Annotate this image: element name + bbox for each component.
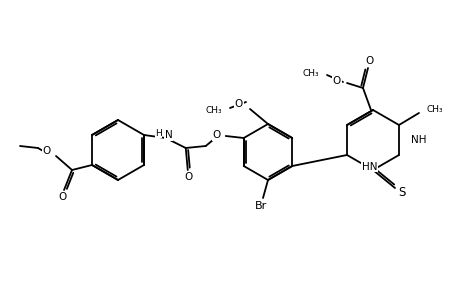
Text: O: O — [365, 56, 373, 66]
Text: O: O — [212, 130, 220, 140]
Text: O: O — [184, 172, 192, 182]
Text: N: N — [164, 130, 172, 140]
Text: O: O — [43, 146, 51, 156]
Text: NH: NH — [410, 135, 425, 145]
Text: HN: HN — [361, 161, 377, 172]
Text: CH₃: CH₃ — [205, 106, 222, 115]
Text: O: O — [234, 99, 242, 109]
Text: CH₃: CH₃ — [302, 68, 318, 77]
Text: H: H — [155, 128, 162, 137]
Text: Br: Br — [254, 201, 267, 211]
Text: S: S — [397, 187, 405, 200]
Text: CH₃: CH₃ — [426, 104, 442, 113]
Text: O: O — [332, 76, 340, 86]
Text: O: O — [58, 192, 66, 202]
